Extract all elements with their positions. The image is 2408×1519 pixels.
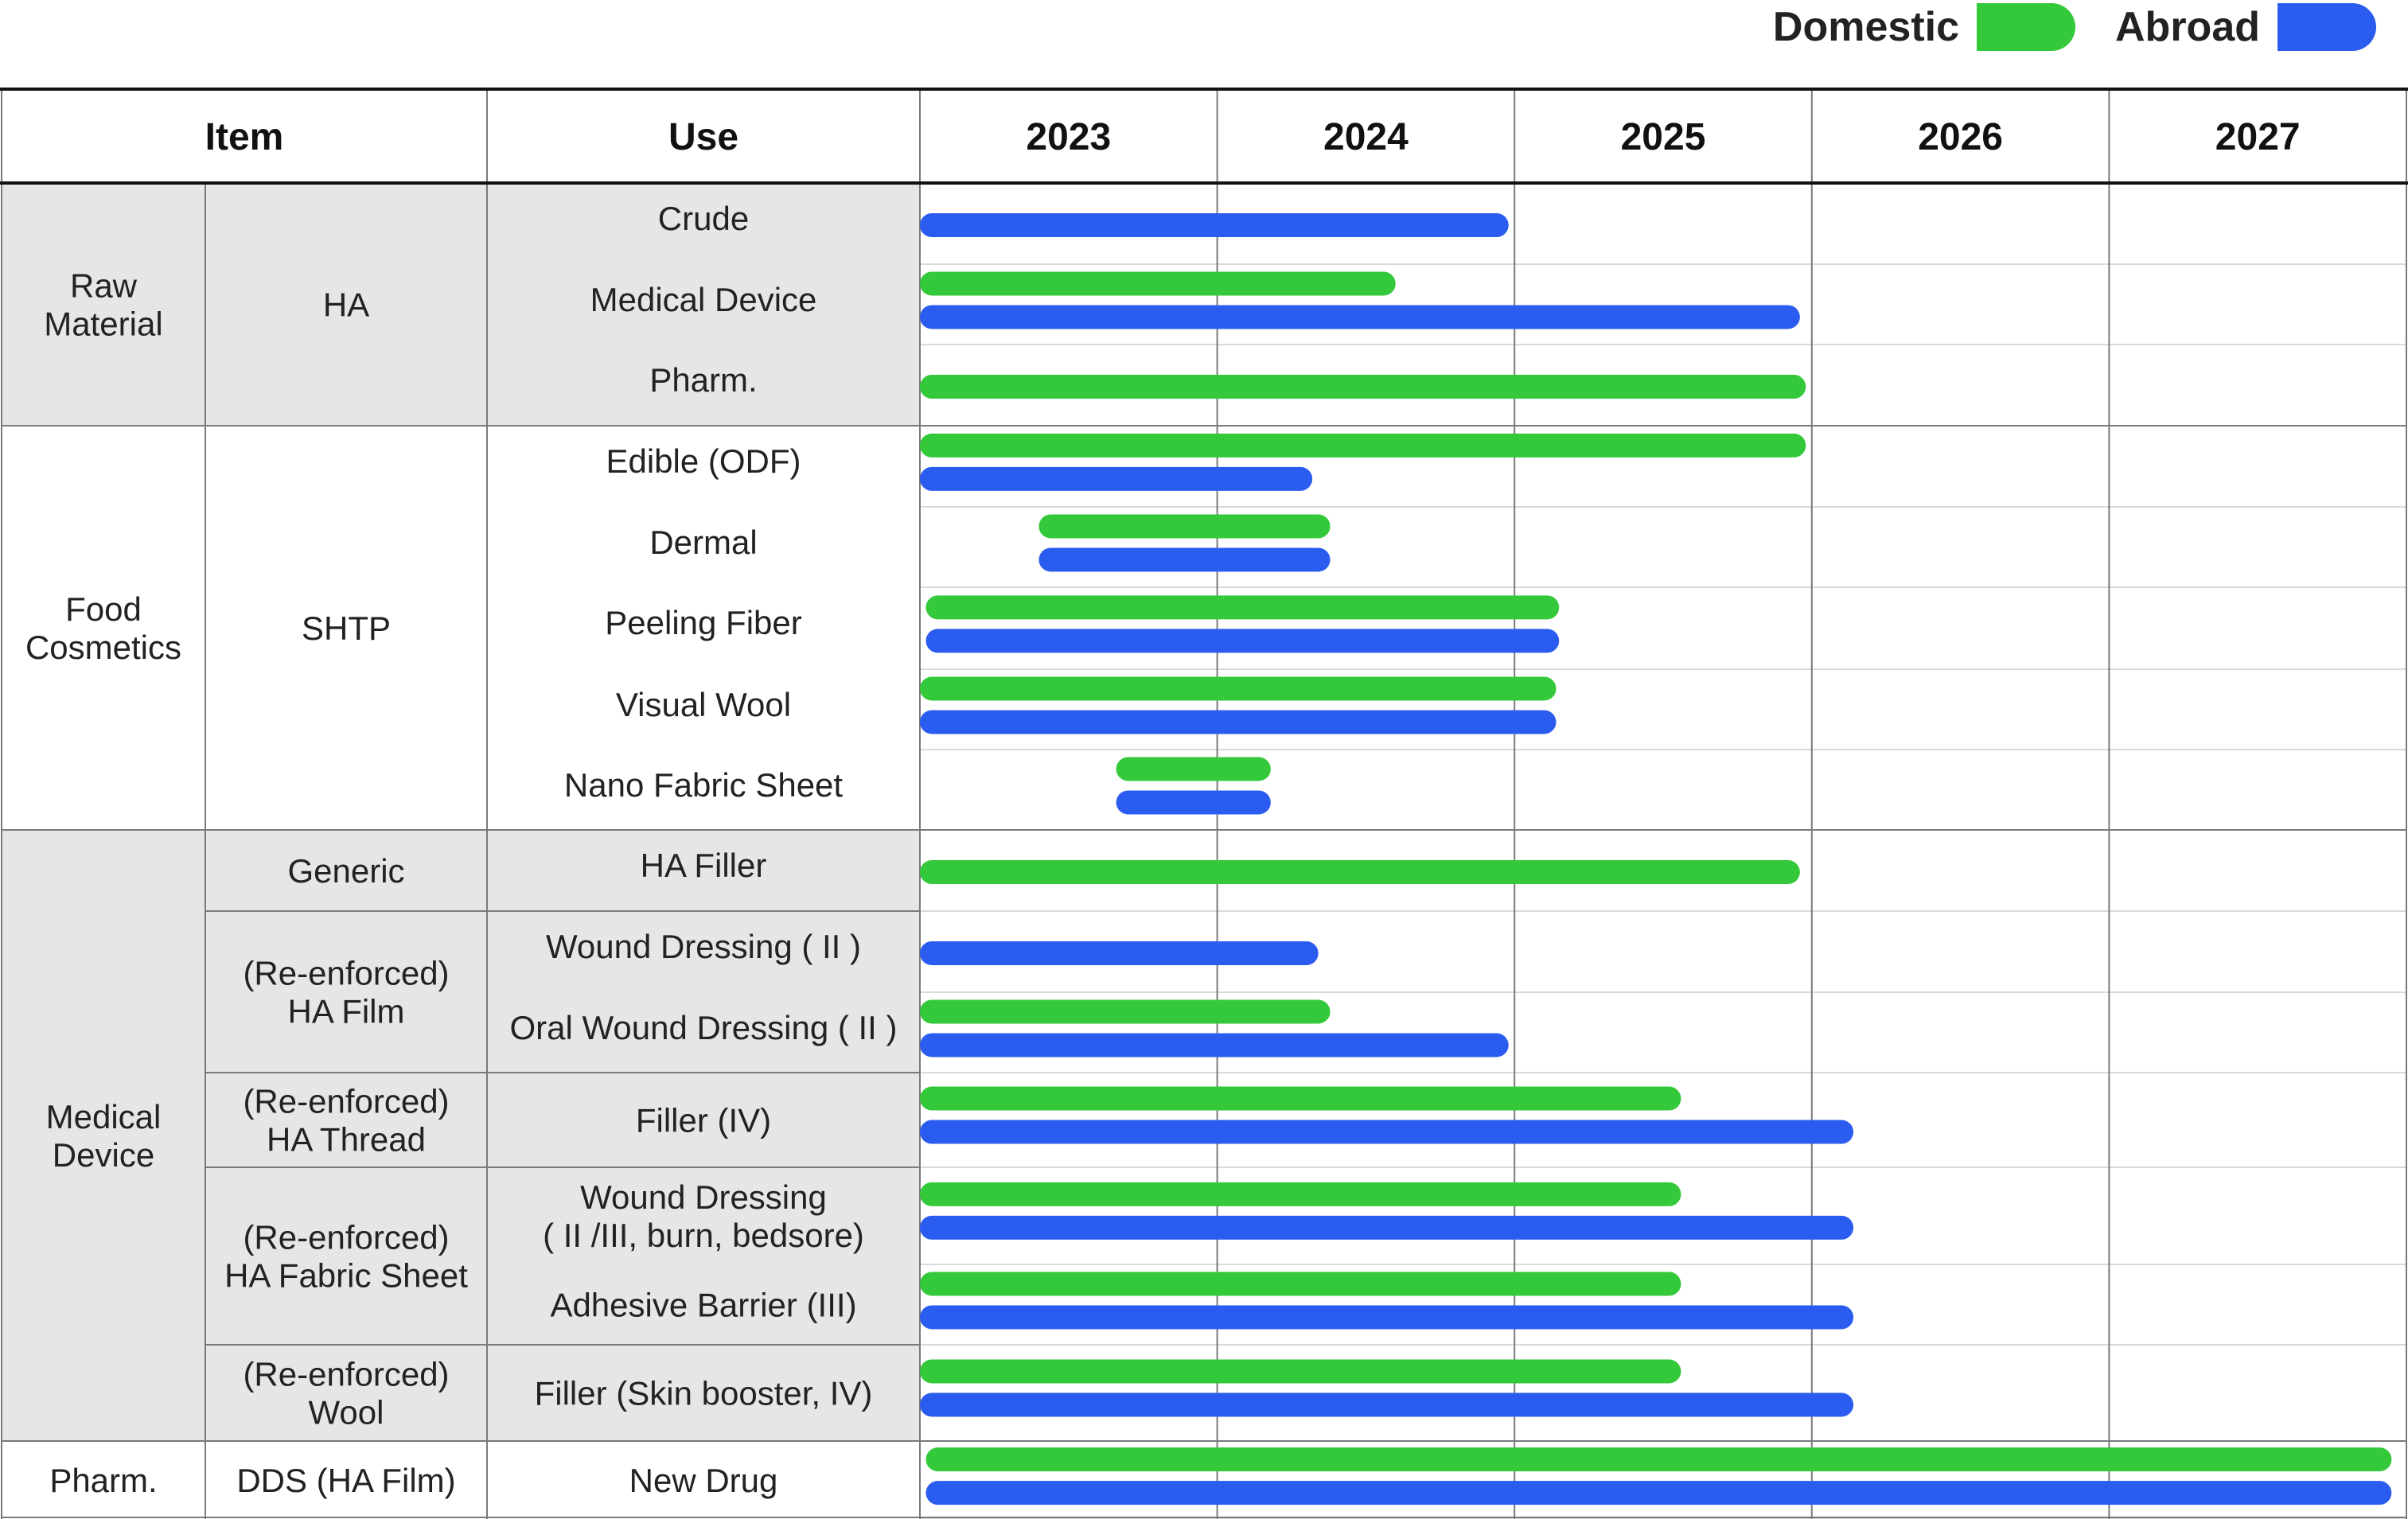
use-label: HA Filler — [641, 847, 767, 884]
domestic-bar — [925, 1447, 2392, 1472]
item-cell-bg — [205, 1167, 920, 1345]
item-label: (Re-enforced) — [243, 1083, 449, 1120]
legend-domestic-label: Domestic — [1772, 4, 1959, 50]
header-item: Item — [205, 116, 284, 158]
category-label: Raw — [70, 267, 138, 305]
item-label: (Re-enforced) — [243, 1356, 449, 1393]
legend: Domestic Abroad — [1733, 0, 2376, 54]
category-label: Food — [65, 590, 142, 628]
item-label: Generic — [287, 852, 404, 890]
item-label: HA Film — [288, 993, 405, 1030]
domestic-bar — [920, 1272, 1681, 1296]
category-label: Cosmetics — [25, 629, 181, 666]
item-label: HA Thread — [267, 1121, 426, 1159]
abroad-bar — [920, 213, 1509, 238]
abroad-bar — [925, 1481, 2392, 1505]
use-label: Adhesive Barrier (III) — [550, 1287, 856, 1324]
abroad-bar — [920, 305, 1800, 329]
domestic-bar — [920, 1182, 1681, 1206]
legend-abroad: Abroad — [2115, 3, 2376, 51]
domestic-bar — [920, 271, 1396, 296]
domestic-bar — [920, 999, 1331, 1024]
abroad-bar — [920, 1215, 1854, 1240]
category-cell-bg — [2, 830, 205, 1441]
use-label: New Drug — [629, 1462, 778, 1499]
use-label: Wound Dressing — [580, 1178, 827, 1216]
abroad-bar — [920, 1305, 1854, 1330]
domestic-bar — [920, 1086, 1681, 1111]
use-label: Filler (Skin booster, IV) — [535, 1375, 873, 1412]
domestic-bar — [920, 1359, 1681, 1384]
use-label: Crude — [658, 200, 749, 237]
item-label: Wool — [309, 1394, 384, 1431]
abroad-bar — [920, 1033, 1509, 1057]
abroad-bar — [1116, 790, 1271, 815]
header-year: 2027 — [2215, 116, 2301, 158]
abroad-bar — [920, 710, 1557, 734]
use-label: Medical Device — [590, 281, 817, 318]
category-label: Pharm. — [49, 1462, 157, 1499]
header-year: 2026 — [1918, 116, 2003, 158]
domestic-bar — [920, 676, 1557, 701]
item-label: HA Fabric Sheet — [224, 1257, 468, 1295]
abroad-bar — [920, 941, 1319, 966]
legend-domestic-swatch — [1977, 3, 2075, 51]
item-label: (Re-enforced) — [243, 1219, 449, 1256]
item-cell-bg — [205, 1345, 920, 1441]
legend-domestic: Domestic — [1773, 3, 2075, 51]
domestic-bar — [1116, 757, 1271, 781]
item-cell-bg — [205, 911, 920, 1073]
item-cell-bg — [205, 830, 920, 911]
legend-abroad-swatch — [2277, 3, 2376, 51]
domestic-bar — [920, 375, 1806, 399]
abroad-bar — [920, 1392, 1854, 1417]
use-label: ( II /III, burn, bedsore) — [543, 1217, 864, 1254]
item-label: (Re-enforced) — [243, 955, 449, 992]
legend-abroad-label: Abroad — [2115, 4, 2260, 50]
abroad-bar — [925, 629, 1560, 653]
category-label: Medical — [46, 1098, 162, 1135]
domestic-bar — [920, 433, 1806, 458]
use-label: Wound Dressing ( II ) — [546, 928, 861, 965]
item-cell-bg — [205, 1073, 920, 1167]
use-label: Filler (IV) — [636, 1102, 771, 1139]
use-label: Dermal — [649, 524, 757, 561]
use-label: Peeling Fiber — [605, 604, 801, 641]
item-label: HA — [323, 286, 369, 324]
item-cell-bg — [205, 183, 920, 426]
header-use: Use — [668, 116, 738, 158]
domestic-bar — [1038, 514, 1331, 539]
header-year: 2025 — [1621, 116, 1706, 158]
domestic-bar — [925, 595, 1560, 620]
abroad-bar — [1038, 547, 1331, 572]
item-label: SHTP — [302, 610, 391, 647]
use-label: Edible (ODF) — [606, 442, 801, 480]
category-label: Device — [53, 1136, 154, 1174]
use-label: Nano Fabric Sheet — [564, 766, 844, 804]
category-cell-bg — [2, 183, 205, 426]
category-label: Material — [44, 306, 162, 343]
use-label: Pharm. — [649, 361, 757, 399]
abroad-bar — [920, 466, 1313, 491]
abroad-bar — [920, 1120, 1854, 1144]
item-label: DDS (HA Film) — [236, 1462, 455, 1499]
use-label: Visual Wool — [616, 686, 791, 723]
domestic-bar — [920, 860, 1800, 885]
header-year: 2023 — [1026, 116, 1111, 158]
header-year: 2024 — [1323, 116, 1409, 158]
use-label: Oral Wound Dressing ( II ) — [509, 1009, 897, 1046]
